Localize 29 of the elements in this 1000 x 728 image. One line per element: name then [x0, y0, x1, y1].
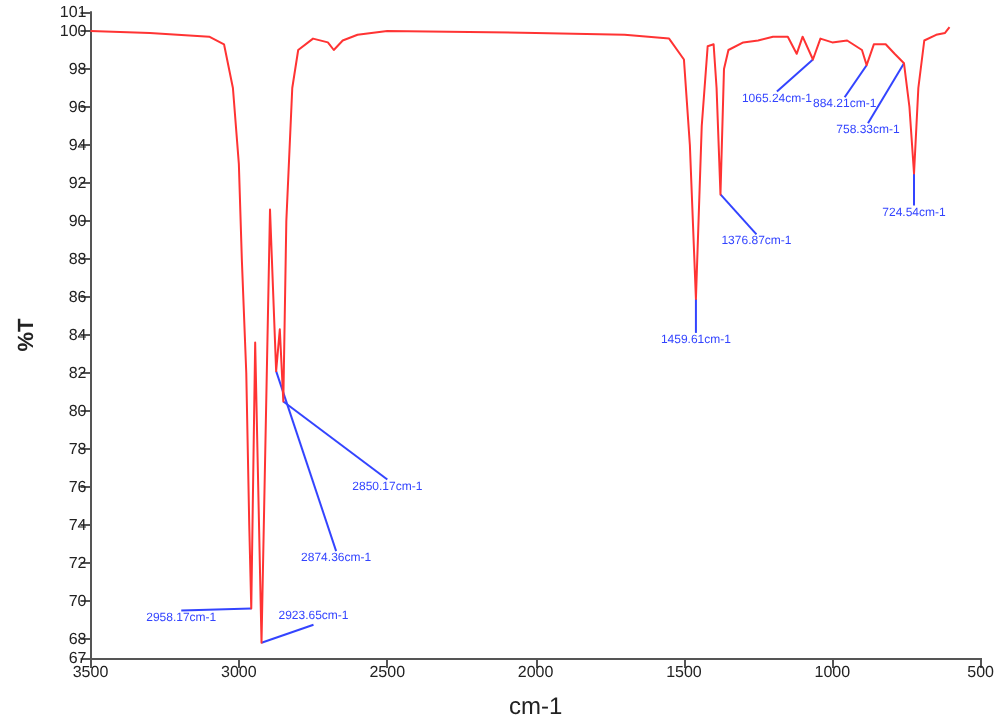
x-tick-label: 2500 [369, 663, 407, 681]
y-tick-label: 70 [68, 592, 88, 610]
y-tick-label: 96 [68, 98, 88, 116]
x-tick-label: 3000 [221, 663, 258, 681]
y-axis-title: %T [15, 317, 39, 352]
y-tick-label: 72 [68, 554, 88, 572]
y-tick-label: 92 [68, 174, 88, 192]
y-tick-label: 78 [68, 440, 88, 458]
y-tick-label: 80 [68, 402, 88, 420]
x-tick-label: 1000 [814, 663, 852, 681]
x-tick-label: 500 [967, 663, 996, 681]
y-tick-label: 74 [68, 516, 88, 534]
x-tick-label: 1500 [666, 663, 703, 681]
y-tick-label: 100 [59, 22, 88, 40]
x-tick-label: 3500 [72, 663, 110, 681]
y-tick-label: 84 [68, 326, 88, 344]
y-tick-label: 101 [59, 3, 88, 21]
y-tick-label: 98 [68, 60, 88, 78]
y-tick-label: 94 [68, 136, 88, 154]
x-tick-label: 2000 [517, 663, 555, 681]
y-tick-label: 86 [68, 288, 88, 306]
y-tick-label: 90 [68, 212, 88, 230]
y-tick-label: 82 [68, 364, 88, 382]
y-tick-label: 76 [68, 478, 88, 496]
line-series [89, 26, 951, 644]
y-tick-label: 88 [68, 250, 88, 268]
x-axis-title: cm-1 [508, 692, 563, 720]
y-tick-label: 68 [68, 630, 88, 648]
y-tick-label: 67 [68, 649, 88, 667]
